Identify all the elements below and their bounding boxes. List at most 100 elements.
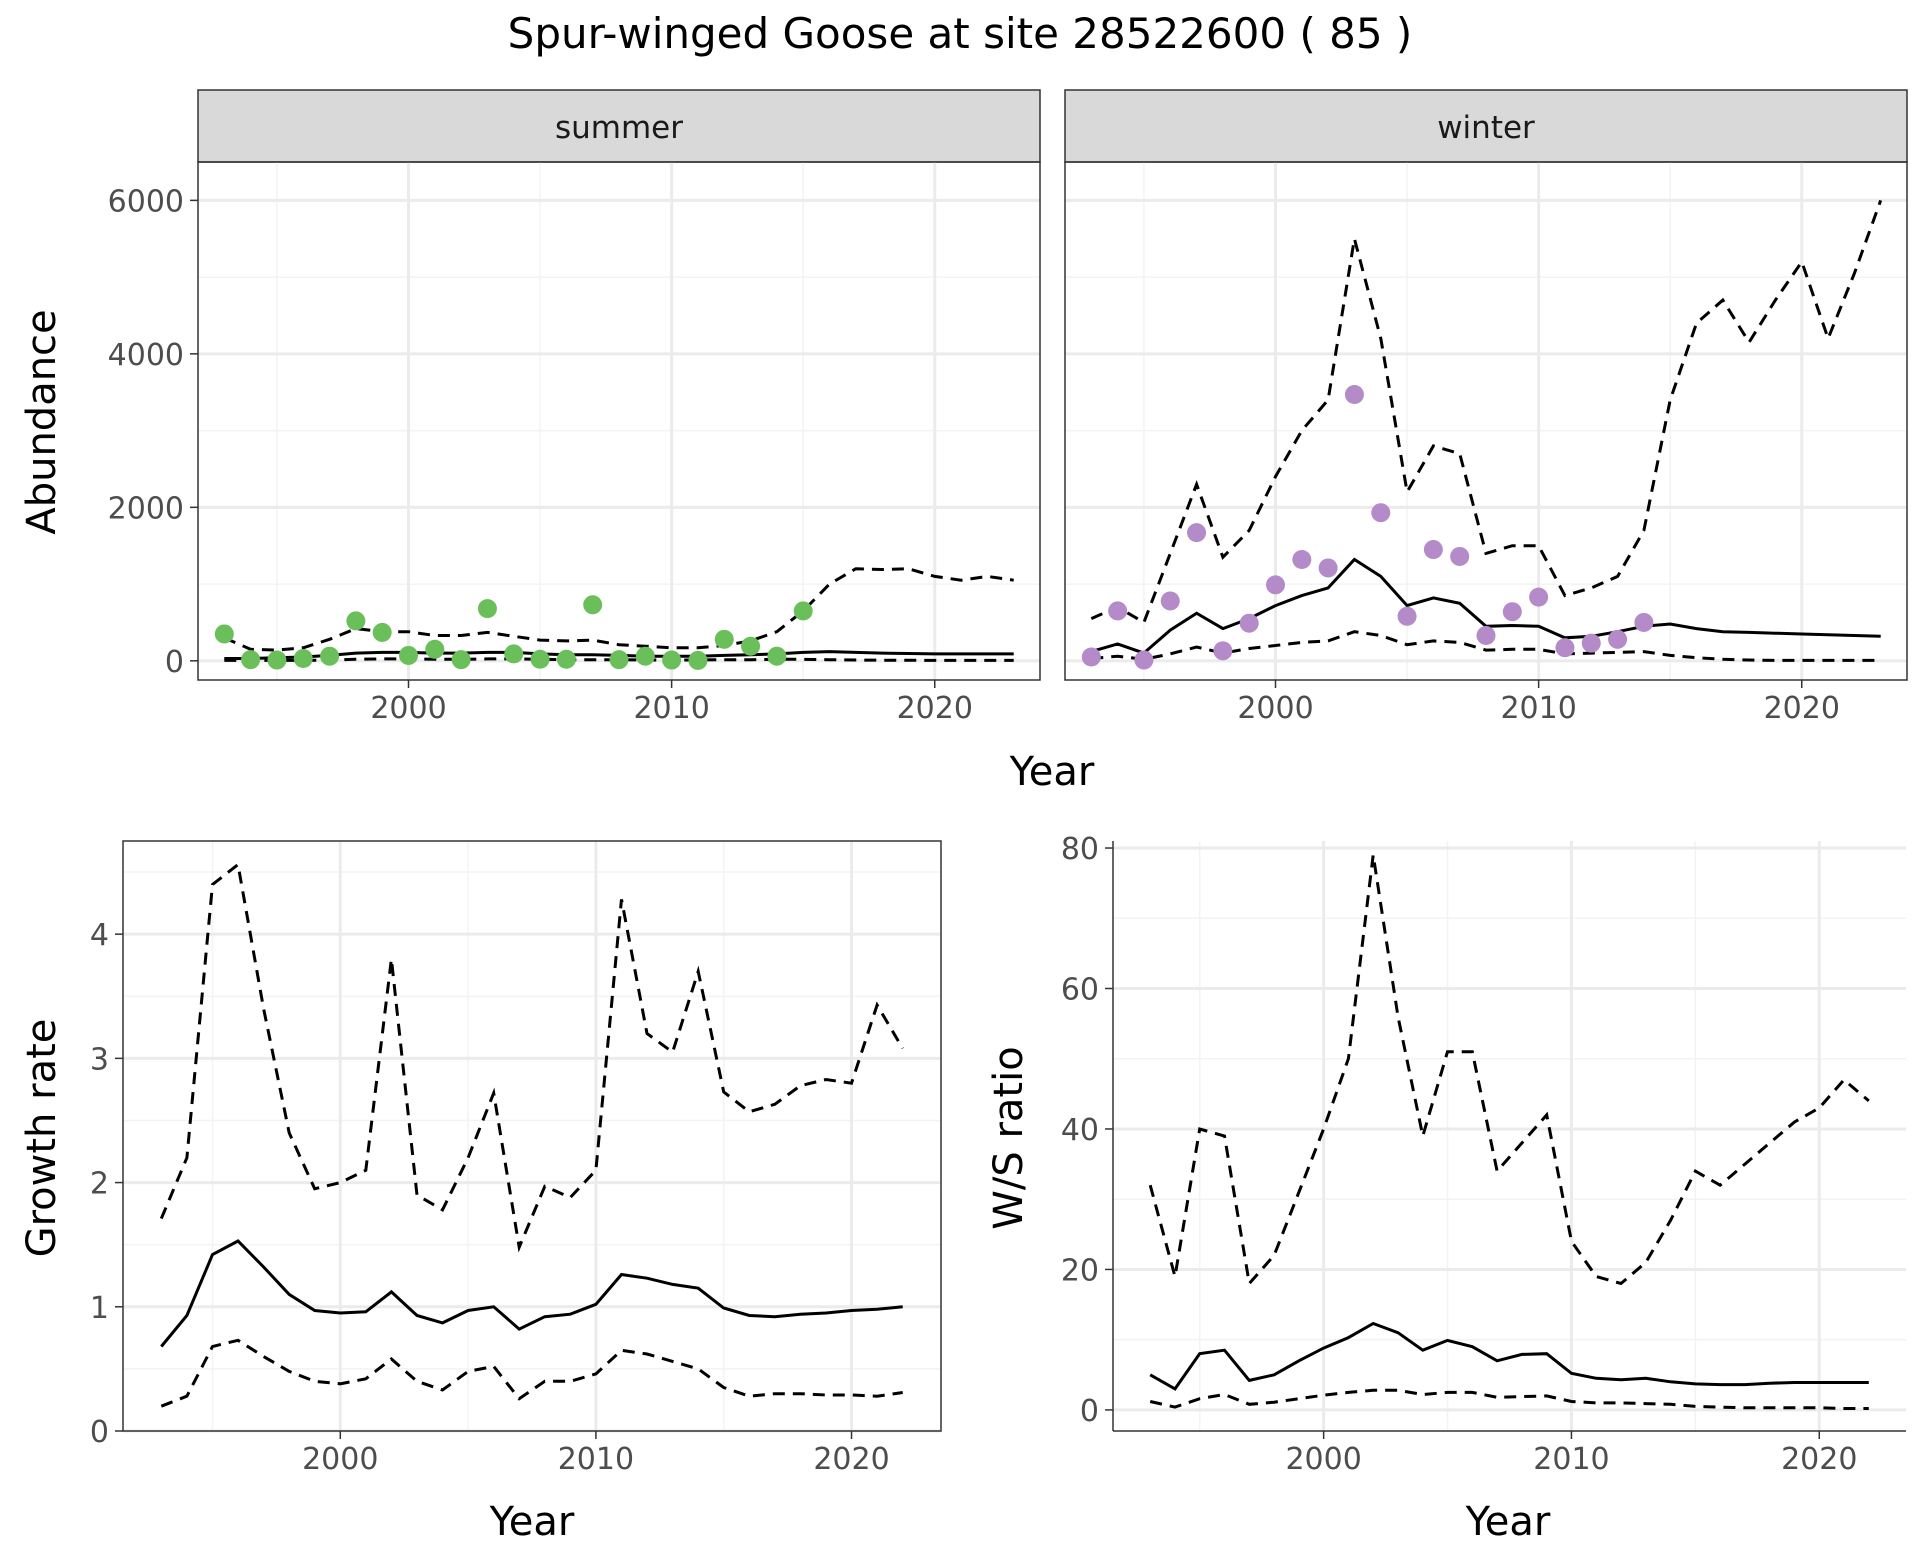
observed-point: [241, 650, 261, 670]
mean-line: [1149, 1321, 1869, 1391]
observed-point: [1450, 546, 1470, 566]
observed-point: [1318, 558, 1338, 578]
observed-point: [477, 599, 497, 619]
observed-point: [1187, 523, 1207, 543]
observed-point: [451, 650, 471, 670]
y-tick-label: 20: [1061, 1253, 1099, 1288]
observed-point: [741, 636, 761, 656]
observed-point: [1160, 591, 1180, 611]
y-tick-label: 0: [90, 1415, 109, 1450]
y-tick-label: 2: [90, 1167, 109, 1202]
observed-point: [1134, 650, 1154, 670]
mean-line: [160, 1239, 903, 1348]
observed-point: [1581, 633, 1601, 653]
observed-point: [1292, 550, 1312, 570]
observed-point: [1502, 602, 1522, 622]
observed-point: [1344, 385, 1364, 405]
x-tick-label: 2000: [1285, 1442, 1361, 1477]
x-tick-label: 2010: [558, 1442, 634, 1477]
upper-bound-line: [1148, 854, 1870, 1287]
panel-border: [122, 840, 942, 1432]
observed-point: [635, 646, 655, 666]
facet-strip-winter: [1064, 89, 1908, 163]
observed-point: [1476, 625, 1496, 645]
x-tick-label: 2010: [1533, 1442, 1609, 1477]
x-tick-label: 2020: [1764, 691, 1840, 726]
observed-point: [609, 650, 629, 670]
abundance-winter-plot: 2000 2010 2020: [1064, 161, 1908, 726]
ratio-y-axis-label: W/S ratio: [986, 1046, 1032, 1229]
observed-point: [793, 601, 813, 621]
x-tick-label: 2010: [633, 691, 709, 726]
y-tick-label: 0: [165, 645, 184, 680]
observed-point: [399, 645, 418, 665]
growth-y-axis-label: Growth rate: [19, 1019, 65, 1258]
observed-point: [1423, 540, 1443, 560]
observed-point: [1371, 503, 1391, 523]
facet-label-winter: winter: [1437, 110, 1535, 146]
observed-point: [1397, 606, 1417, 626]
lower-bound-line: [224, 657, 1014, 662]
y-tick-label: 6000: [108, 184, 184, 219]
y-tick-label: 4: [90, 918, 109, 953]
x-tick-label: 2020: [897, 691, 973, 726]
y-tick-label: 0: [1080, 1394, 1099, 1429]
y-tick-label: 4000: [108, 338, 184, 373]
ws-ratio-panel: 2000 2010 2020 0 20 40 60 80: [1061, 832, 1906, 1477]
observed-point: [1266, 575, 1285, 595]
observed-point: [1608, 629, 1628, 649]
abundance-summer-plot: 2000 2010 2020 0 2000 4000 6000: [108, 161, 1041, 726]
abundance-y-axis-label: Abundance: [19, 309, 65, 534]
ratio-x-axis-label: Year: [1465, 1499, 1551, 1545]
panel-border: [1064, 161, 1908, 681]
facet-label-summer: summer: [555, 110, 683, 146]
observed-point: [214, 624, 234, 644]
observed-point: [583, 595, 603, 615]
observed-point: [767, 646, 787, 666]
x-tick-label: 2000: [370, 691, 446, 726]
observed-point: [1108, 601, 1128, 621]
lower-bound-line: [1149, 1388, 1869, 1410]
lower-bound-line: [1091, 630, 1881, 662]
x-tick-label: 2020: [1781, 1442, 1857, 1477]
y-tick-label: 1: [90, 1291, 109, 1326]
x-tick-label: 2000: [302, 1442, 378, 1477]
observed-point: [293, 649, 313, 669]
abundance-summer-panel: summer 2000 2010 2020 0 2000 4000 6000: [108, 89, 1041, 726]
y-tick-label: 3: [90, 1042, 109, 1077]
growth-x-axis-label: Year: [489, 1499, 575, 1545]
abundance-winter-panel: winter 2000 2010 2020: [1064, 89, 1908, 726]
upper-bound-line: [223, 567, 1014, 652]
observed-point: [556, 649, 576, 669]
upper-bound-line: [1090, 199, 1883, 625]
x-tick-label: 2000: [1237, 691, 1313, 726]
figure-title: Spur-winged Goose at site 28522600 ( 85 …: [508, 9, 1413, 58]
observed-point: [1529, 587, 1549, 607]
facet-strip-summer: [197, 89, 1041, 163]
y-tick-label: 2000: [108, 491, 184, 526]
observed-point: [662, 650, 682, 670]
observed-point: [1081, 647, 1101, 667]
observed-point: [346, 611, 366, 631]
y-tick-label: 40: [1061, 1113, 1099, 1148]
observed-point: [320, 646, 340, 666]
observed-point: [1213, 641, 1233, 661]
x-tick-label: 2010: [1500, 691, 1576, 726]
upper-bound-line: [159, 861, 904, 1253]
y-tick-label: 60: [1061, 973, 1099, 1008]
observed-point: [688, 650, 708, 670]
x-tick-label: 2020: [813, 1442, 889, 1477]
y-tick-label: 80: [1061, 832, 1099, 867]
abundance-x-axis-label: Year: [1009, 749, 1095, 795]
observed-point: [530, 649, 550, 669]
observed-point: [714, 629, 734, 649]
growth-rate-plot: 2000 2010 2020 0 1 2 3 4: [90, 840, 942, 1477]
observed-point: [1634, 612, 1654, 632]
lower-bound-line: [160, 1338, 903, 1408]
observed-point: [504, 644, 524, 664]
observed-point: [267, 650, 287, 670]
growth-rate-panel: 2000 2010 2020 0 1 2 3 4: [90, 840, 942, 1477]
observed-point: [1239, 613, 1259, 633]
observed-point: [425, 639, 445, 659]
